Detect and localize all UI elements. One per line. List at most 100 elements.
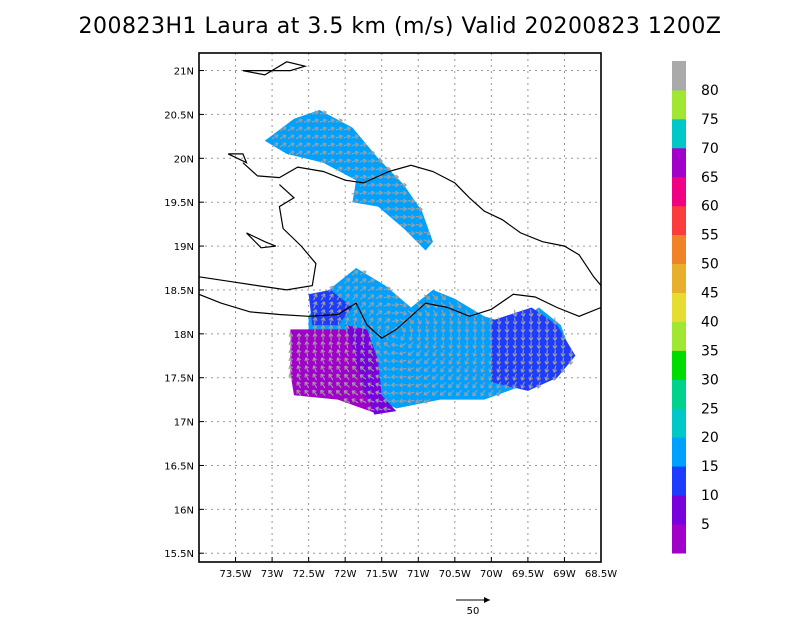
wind-vector-head — [391, 342, 395, 348]
wind-vector-head — [407, 366, 412, 372]
wind-vector-head — [344, 317, 350, 322]
wind-vector — [399, 383, 407, 387]
wind-vector — [425, 317, 429, 325]
wind-vector-head — [336, 373, 341, 378]
wind-vector — [360, 357, 366, 365]
wind-vector — [328, 293, 334, 301]
wind-vector-head — [528, 376, 534, 381]
wind-region — [491, 307, 576, 391]
wind-vector-head — [399, 343, 404, 348]
wind-vector-head — [403, 190, 407, 196]
wind-vector — [472, 381, 478, 389]
wind-vector-head — [552, 360, 558, 365]
wind-vector — [351, 167, 359, 171]
wind-vector-head — [314, 150, 319, 155]
wind-vector-head — [456, 360, 461, 365]
wind-vector-head — [343, 398, 348, 403]
wind-vector-head — [488, 329, 494, 333]
wind-vector — [481, 349, 485, 357]
wind-vector-head — [330, 158, 335, 164]
wind-vector — [513, 349, 517, 357]
wind-vector — [319, 127, 327, 131]
x-tick-label: 71W — [407, 569, 430, 580]
wind-vector-head — [383, 374, 388, 380]
wind-vector-head — [395, 294, 399, 300]
wind-vector-head — [480, 384, 485, 389]
wind-vector — [521, 373, 525, 381]
wind-vector — [441, 317, 445, 325]
wind-vector — [434, 333, 436, 341]
wind-vector — [289, 357, 293, 365]
wind-vector — [313, 349, 317, 357]
wind-vector — [336, 373, 342, 381]
wind-vector-head — [361, 301, 366, 306]
wind-vector — [383, 295, 391, 299]
wind-vector-head — [456, 344, 462, 349]
wind-vector — [505, 365, 509, 373]
wind-vector — [352, 357, 358, 365]
wind-vector — [561, 365, 565, 373]
wind-vector — [375, 391, 383, 395]
wind-vector-head — [370, 278, 375, 283]
x-tick-label: 71.5W — [366, 569, 398, 580]
wind-vector-head — [290, 134, 295, 139]
wind-vector — [354, 333, 356, 341]
wind-vector — [431, 390, 439, 396]
wind-vector — [271, 142, 279, 148]
wind-vector-head — [386, 294, 391, 300]
coastlines — [199, 61, 601, 339]
wind-vector-head — [359, 382, 364, 387]
wind-vector — [537, 373, 541, 381]
wind-vector-head — [480, 344, 486, 349]
y-tick-label: 17.5N — [164, 374, 194, 385]
wind-vector — [408, 341, 414, 349]
wind-vector — [346, 325, 348, 333]
wind-vector — [472, 373, 478, 381]
wind-vector — [351, 135, 359, 139]
wind-vector — [335, 135, 343, 139]
wind-vector-head — [370, 294, 375, 299]
wind-vector-head — [379, 190, 383, 196]
wind-vector — [407, 223, 415, 227]
wind-vector-head — [361, 309, 366, 314]
wind-vector-head — [416, 344, 421, 349]
wind-vector-head — [432, 367, 437, 373]
wind-vector — [353, 349, 357, 357]
wind-vector — [399, 400, 407, 402]
wind-vector-head — [544, 360, 550, 365]
wind-vector-head — [345, 293, 350, 298]
wind-vector — [328, 390, 334, 396]
wind-vector-head — [320, 317, 326, 322]
x-tick-label: 70W — [480, 569, 503, 580]
wind-vector — [336, 382, 342, 388]
wind-vector-head — [425, 312, 430, 317]
wind-vector — [351, 278, 359, 284]
wind-vector-head — [322, 118, 327, 124]
wind-vector-head — [336, 333, 342, 337]
wind-vector — [521, 357, 525, 365]
wind-vector — [359, 175, 367, 179]
wind-vector — [368, 302, 374, 308]
wind-vector-head — [399, 390, 403, 396]
wind-vector-head — [480, 360, 486, 365]
wind-vector — [449, 349, 453, 357]
wind-vector-head — [464, 352, 470, 357]
wind-vector-head — [395, 190, 399, 196]
wind-vector — [488, 381, 494, 389]
wind-vector — [368, 349, 374, 357]
wind-vector-head — [306, 118, 311, 123]
wind-vector-head — [354, 198, 359, 204]
wind-vector-head — [298, 126, 303, 131]
wind-vector — [383, 383, 391, 387]
wind-vector-head — [298, 118, 303, 123]
wind-vector-head — [504, 352, 510, 357]
wind-vector-head — [464, 320, 470, 325]
wind-vector-head — [328, 349, 334, 354]
wind-vector — [321, 365, 325, 373]
wind-vector-head — [375, 382, 380, 388]
wind-vector-head — [536, 337, 542, 341]
wind-vector-head — [344, 341, 350, 346]
wind-vector — [480, 373, 486, 381]
wind-vector-head — [330, 142, 335, 148]
wind-vector-head — [520, 329, 526, 333]
